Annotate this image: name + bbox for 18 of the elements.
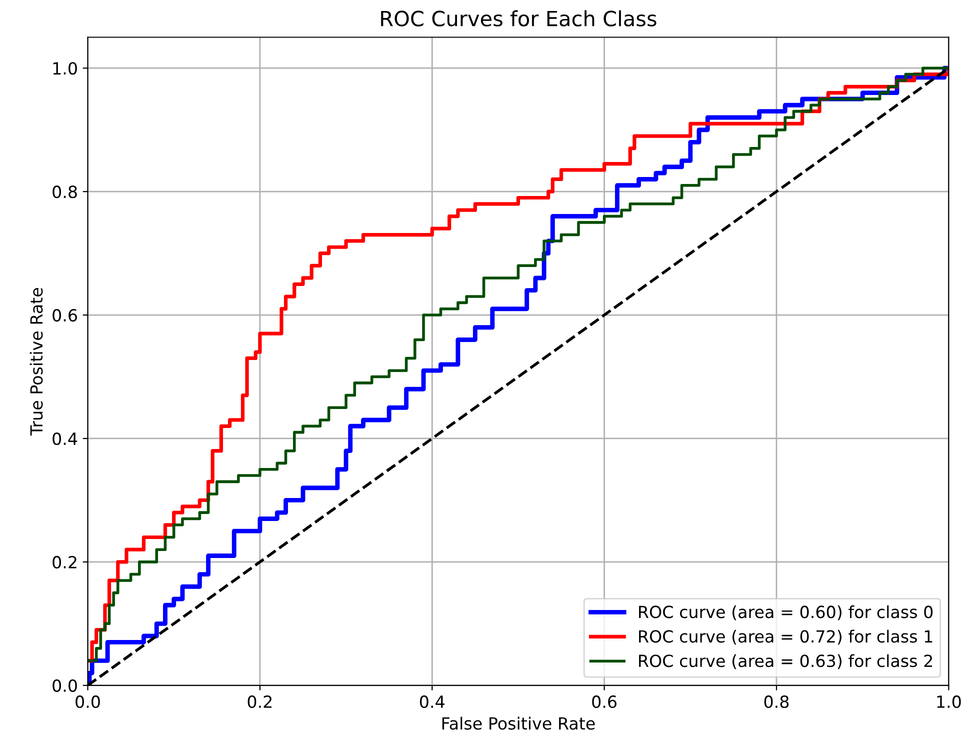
y-axis-title: True Positive Rate <box>30 288 43 436</box>
y-tick-label: 0.4 <box>52 432 78 446</box>
x-tick-label: 0.8 <box>764 695 789 708</box>
y-tick-label: 0.8 <box>52 186 77 198</box>
legend-label: ROC curve (area = 0.72) for class 1 <box>639 630 932 645</box>
y-tick-label: 0.0 <box>52 679 77 692</box>
legend-label: ROC curve (area = 0.60) for class 0 <box>639 605 933 620</box>
x-tick-label: 0.0 <box>76 695 100 708</box>
x-tick-label: 0.4 <box>420 695 444 708</box>
y-tick-label: 0.2 <box>52 556 76 569</box>
y-tick-label: 1.0 <box>53 62 77 75</box>
x-tick-label: 0.2 <box>248 695 272 708</box>
legend-label: ROC curve (area = 0.63) for class 2 <box>639 654 932 670</box>
x-tick-label: 0.6 <box>592 695 617 708</box>
x-tick-label: 1.0 <box>937 695 961 708</box>
y-tick-label: 0.6 <box>52 308 77 322</box>
chart-title: ROC Curves for Each Class <box>381 10 656 26</box>
x-axis-title: False Positive Rate <box>442 716 595 730</box>
